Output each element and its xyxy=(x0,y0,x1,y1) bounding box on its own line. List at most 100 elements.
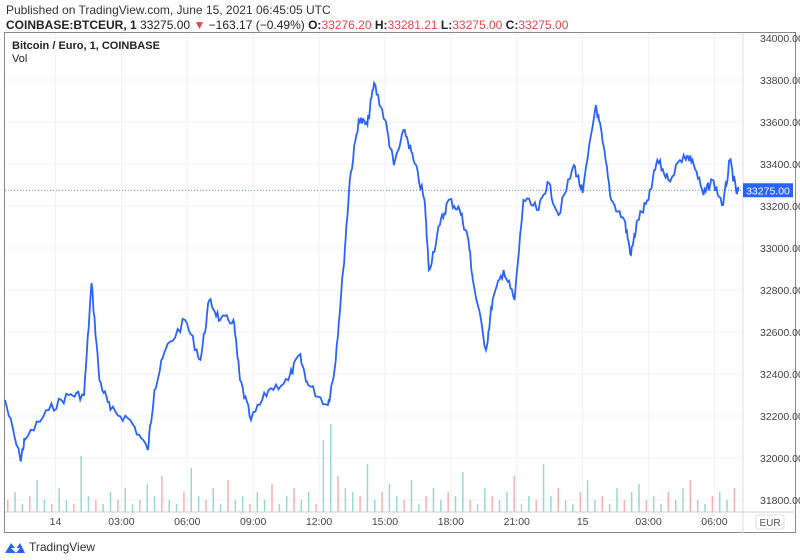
y-tick-label: 31800.00 xyxy=(760,495,800,507)
volume-bar xyxy=(579,492,582,512)
volume-label: Vol xyxy=(12,53,28,65)
price-line xyxy=(4,80,740,462)
x-tick-label: 03:00 xyxy=(635,516,661,528)
volume-bar xyxy=(102,504,104,512)
volume-bar xyxy=(506,492,508,512)
volume-bar xyxy=(65,500,68,512)
volume-bar xyxy=(469,500,471,512)
y-tick-label: 32200.00 xyxy=(760,411,800,423)
volume-bar xyxy=(109,492,112,512)
volume-bar xyxy=(212,488,215,512)
y-tick-label: 32600.00 xyxy=(760,327,800,339)
y-tick-label: 34000.00 xyxy=(760,33,800,45)
volume-bar xyxy=(374,500,376,512)
volume-bar xyxy=(190,468,192,512)
currency-label: EUR xyxy=(759,518,780,529)
volume-bar xyxy=(491,496,493,512)
volume-bar xyxy=(528,496,530,512)
y-tick-label: 32800.00 xyxy=(760,285,800,297)
y-tick-label: 33200.00 xyxy=(760,201,800,213)
open-value: 33276.20 xyxy=(321,18,372,32)
volume-bar xyxy=(652,496,655,512)
volume-bar xyxy=(234,500,237,512)
volume-bar xyxy=(616,488,618,512)
volume-bar xyxy=(329,424,332,512)
volume-bar xyxy=(307,492,310,512)
published-info: Published on TradingView.com, June 15, 2… xyxy=(6,3,331,17)
symbol-info-bar: COINBASE:BTCEUR, 1 33275.00 ▼ −163.17 (−… xyxy=(6,18,568,32)
volume-bar xyxy=(696,500,699,512)
volume-bar xyxy=(733,488,736,512)
chart-frame xyxy=(4,32,796,533)
x-tick-label: 15 xyxy=(577,516,589,528)
y-tick-label: 33600.00 xyxy=(760,117,800,129)
volume-bar xyxy=(256,492,259,512)
volume-bar xyxy=(51,504,53,512)
volume-bar xyxy=(131,504,134,512)
x-tick-label: 06:00 xyxy=(701,516,727,528)
volume-bar xyxy=(418,504,420,512)
volume-bar xyxy=(168,500,170,512)
volume-bar xyxy=(146,484,148,512)
volume-bar xyxy=(87,496,90,512)
volume-bar xyxy=(249,504,251,512)
volume-bar xyxy=(381,492,383,512)
volume-bar xyxy=(711,496,714,512)
volume-bar xyxy=(682,488,684,512)
volume-bar xyxy=(80,456,82,512)
y-tick-label: 33800.00 xyxy=(760,75,800,87)
volume-bar xyxy=(337,476,339,512)
volume-bar xyxy=(175,504,178,512)
x-tick-label: 21:00 xyxy=(504,516,530,528)
volume-bar xyxy=(447,492,449,512)
volume-bar xyxy=(572,504,574,512)
volume-bar xyxy=(535,500,537,512)
volume-bar xyxy=(667,492,670,512)
logo-text: TradingView xyxy=(29,540,96,554)
volume-bar xyxy=(410,480,413,512)
volume-bar xyxy=(161,476,163,512)
volume-bar xyxy=(689,480,692,512)
close-value: 33275.00 xyxy=(518,18,569,32)
last-price-badge xyxy=(743,183,793,198)
volume-bar xyxy=(359,496,361,512)
volume-bar xyxy=(36,480,38,512)
tradingview-logo[interactable]: TradingView xyxy=(4,540,95,554)
volume-bar xyxy=(718,492,721,512)
high-label: H: xyxy=(374,18,388,32)
volume-bar xyxy=(285,496,288,512)
volume-bar xyxy=(498,500,501,512)
tradingview-logo-icon xyxy=(5,543,25,553)
volume-bar xyxy=(638,484,640,512)
y-tick-label: 33400.00 xyxy=(760,159,800,171)
volume-bar xyxy=(322,440,325,512)
volume-bar xyxy=(117,500,119,512)
x-tick-label: 06:00 xyxy=(174,516,200,528)
volume-bar xyxy=(454,496,457,512)
volume-bar xyxy=(43,500,46,512)
x-tick-label: 03:00 xyxy=(108,516,134,528)
high-value: 33281.21 xyxy=(387,18,438,32)
y-tick-label: 33000.00 xyxy=(760,243,800,255)
chart-title: Bitcoin / Euro, 1, COINBASE xyxy=(12,40,160,52)
volume-bar xyxy=(594,500,596,512)
last-price: 33275.00 xyxy=(140,18,191,32)
volume-bar xyxy=(476,504,479,512)
volume-bar xyxy=(484,488,486,512)
volume-bar xyxy=(139,500,141,512)
open-label: O: xyxy=(308,18,322,32)
volume-bar xyxy=(608,504,611,512)
volume-bar xyxy=(29,496,31,512)
volume-bar xyxy=(542,464,545,512)
close-label: C: xyxy=(505,18,519,32)
price-change: −163.17 (−0.49%) xyxy=(208,18,305,32)
x-tick-label: 18:00 xyxy=(438,516,464,528)
y-tick-label: 32000.00 xyxy=(760,453,800,465)
volume-bar xyxy=(440,500,442,512)
volume-bar xyxy=(21,504,24,512)
volume-bar xyxy=(403,500,405,512)
volume-bar xyxy=(293,488,295,512)
volume-bar xyxy=(73,504,75,512)
volume-bar xyxy=(124,488,126,512)
